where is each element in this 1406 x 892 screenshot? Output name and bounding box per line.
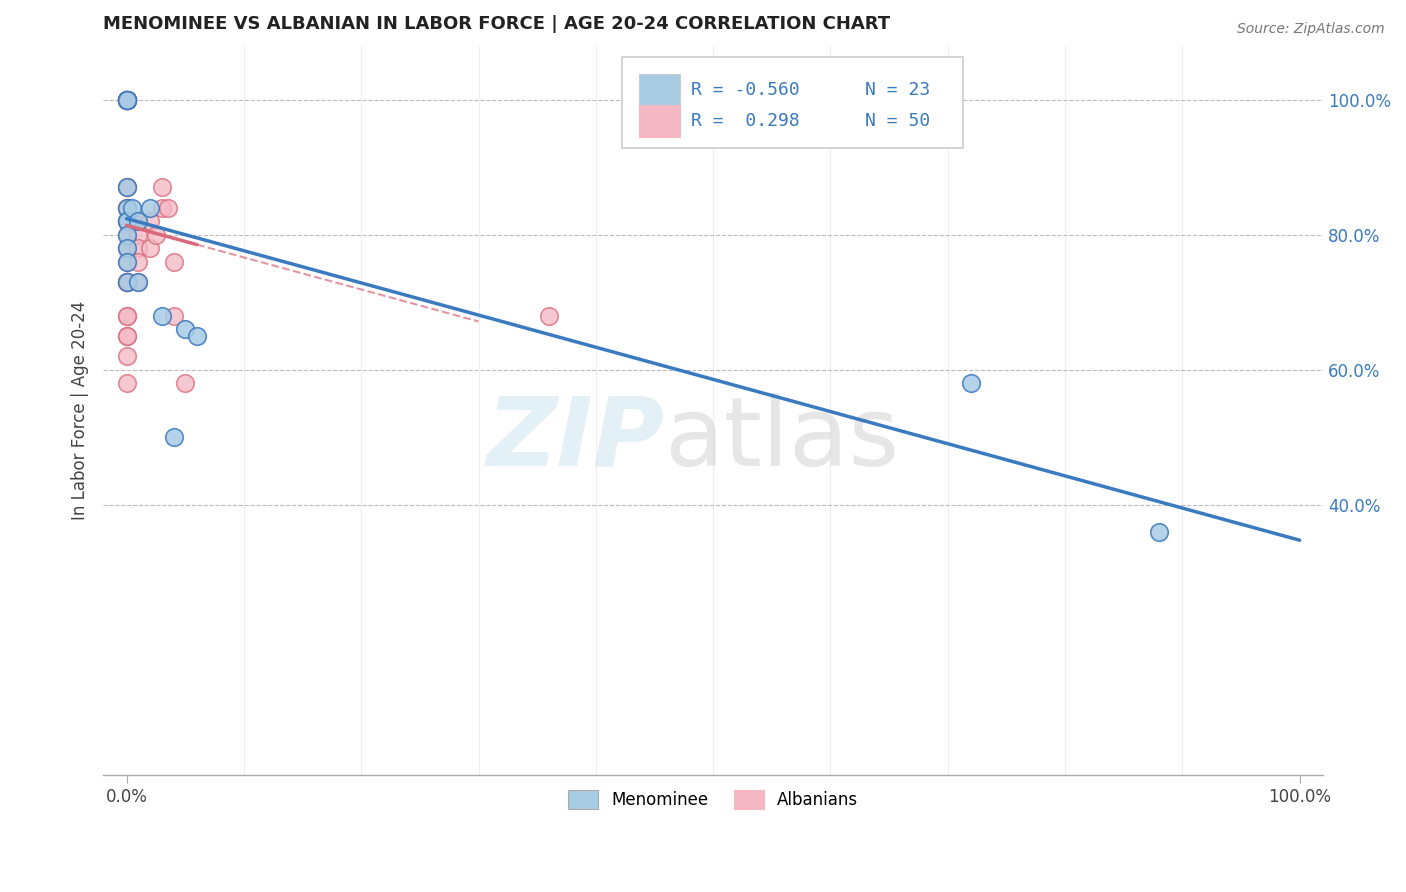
Point [115, 93, 138, 107]
Text: Source: ZipAtlas.com: Source: ZipAtlas.com [1237, 22, 1385, 37]
Point [115, 275, 138, 289]
Legend: Menominee, Albanians: Menominee, Albanians [560, 781, 866, 818]
Point [115, 227, 138, 242]
Point [115, 275, 138, 289]
Point [150, 201, 173, 215]
FancyBboxPatch shape [621, 56, 963, 148]
Text: MENOMINEE VS ALBANIAN IN LABOR FORCE | AGE 20-24 CORRELATION CHART: MENOMINEE VS ALBANIAN IN LABOR FORCE | A… [103, 15, 890, 33]
Point [127, 227, 149, 242]
Text: R =  0.298: R = 0.298 [692, 112, 800, 129]
Point [115, 93, 138, 107]
Text: ZIP: ZIP [486, 392, 664, 486]
Point [115, 93, 138, 107]
Text: R = -0.560: R = -0.560 [692, 80, 800, 99]
Point [115, 93, 138, 107]
Point [115, 201, 138, 215]
Point [121, 214, 143, 228]
FancyBboxPatch shape [638, 104, 681, 136]
Text: N = 23: N = 23 [865, 80, 931, 99]
Point [115, 93, 138, 107]
Point [115, 93, 138, 107]
Point [121, 214, 143, 228]
Point [139, 214, 162, 228]
Point [186, 329, 208, 343]
Point [115, 201, 138, 215]
Point [174, 376, 197, 391]
Point [115, 214, 138, 228]
Point [115, 93, 138, 107]
Point [115, 254, 138, 268]
Point [115, 254, 138, 268]
Point [127, 254, 149, 268]
Point [127, 275, 149, 289]
Point [115, 275, 138, 289]
Text: N = 50: N = 50 [865, 112, 931, 129]
Point [162, 309, 184, 323]
Point [115, 93, 138, 107]
Point [115, 309, 138, 323]
Y-axis label: In Labor Force | Age 20-24: In Labor Force | Age 20-24 [72, 301, 89, 520]
Point [960, 376, 983, 391]
Point [127, 214, 149, 228]
Point [115, 241, 138, 255]
Point [145, 227, 167, 242]
Point [1147, 524, 1170, 539]
Point [115, 93, 138, 107]
Point [150, 309, 173, 323]
Point [115, 93, 138, 107]
Point [115, 180, 138, 194]
Point [127, 214, 149, 228]
Point [115, 329, 138, 343]
Point [115, 180, 138, 194]
Point [115, 201, 138, 215]
Point [115, 309, 138, 323]
Point [139, 201, 162, 215]
Point [115, 349, 138, 363]
Point [115, 201, 138, 215]
Point [162, 430, 184, 444]
Point [115, 93, 138, 107]
Point [115, 275, 138, 289]
Point [115, 376, 138, 391]
Point [115, 214, 138, 228]
Point [115, 93, 138, 107]
Point [127, 241, 149, 255]
Point [537, 309, 560, 323]
Point [127, 275, 149, 289]
Point [115, 241, 138, 255]
Point [115, 93, 138, 107]
Point [115, 241, 138, 255]
Point [121, 214, 143, 228]
Point [115, 275, 138, 289]
Point [174, 322, 197, 336]
FancyBboxPatch shape [638, 73, 681, 105]
Point [115, 180, 138, 194]
Point [150, 180, 173, 194]
Point [156, 201, 179, 215]
Point [115, 214, 138, 228]
Text: atlas: atlas [664, 392, 900, 486]
Point [115, 214, 138, 228]
Point [115, 227, 138, 242]
Point [139, 241, 162, 255]
Point [121, 201, 143, 215]
Point [162, 254, 184, 268]
Point [115, 214, 138, 228]
Point [115, 275, 138, 289]
Point [115, 329, 138, 343]
Point [115, 93, 138, 107]
